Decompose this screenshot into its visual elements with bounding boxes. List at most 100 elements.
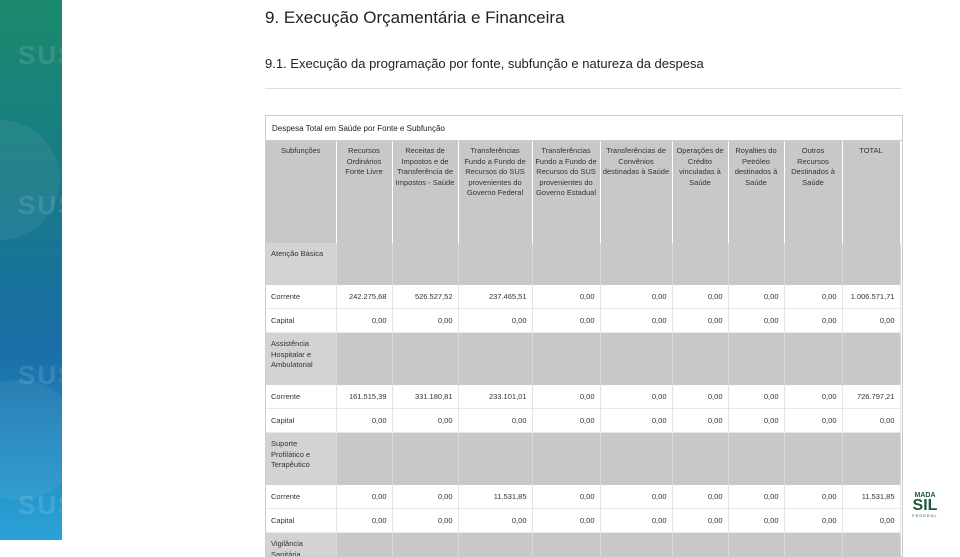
value-cell: 0,00 bbox=[532, 485, 600, 509]
value-cell: 0,00 bbox=[458, 509, 532, 533]
value-cell: 0,00 bbox=[392, 309, 458, 333]
group-cell bbox=[336, 533, 392, 557]
group-row: Suporte Profilático e Terapêutico bbox=[266, 433, 900, 486]
value-cell: 242.275,68 bbox=[336, 285, 392, 309]
group-label: Vigilância Sanitária bbox=[266, 533, 336, 557]
group-cell bbox=[784, 533, 842, 557]
table-panel: Despesa Total em Saúde por Fonte e Subfu… bbox=[265, 115, 903, 557]
group-cell bbox=[458, 333, 532, 386]
value-cell: 0,00 bbox=[336, 485, 392, 509]
group-cell bbox=[336, 243, 392, 285]
value-cell: 0,00 bbox=[532, 409, 600, 433]
value-cell: 11.531,85 bbox=[458, 485, 532, 509]
group-cell bbox=[532, 333, 600, 386]
column-header: Outros Recursos Destinados à Saúde bbox=[784, 141, 842, 243]
value-cell: 0,00 bbox=[728, 385, 784, 409]
value-cell: 0,00 bbox=[336, 409, 392, 433]
group-cell bbox=[728, 333, 784, 386]
group-label: Atenção Básica bbox=[266, 243, 336, 285]
value-cell: 0,00 bbox=[728, 509, 784, 533]
section-subtitle: 9.1. Execução da programação por fonte, … bbox=[265, 56, 704, 71]
group-cell bbox=[784, 243, 842, 285]
value-cell: 0,00 bbox=[392, 485, 458, 509]
group-cell bbox=[672, 333, 728, 386]
value-cell: 0,00 bbox=[600, 409, 672, 433]
group-cell bbox=[728, 533, 784, 557]
column-header: Recursos Ordinários Fonte Livre bbox=[336, 141, 392, 243]
value-cell: 0,00 bbox=[728, 285, 784, 309]
group-cell bbox=[458, 243, 532, 285]
value-cell: 0,00 bbox=[392, 509, 458, 533]
band-shape bbox=[0, 380, 62, 500]
value-cell: 0,00 bbox=[600, 385, 672, 409]
group-row: Assistência Hospitalar e Ambulatorial bbox=[266, 333, 900, 386]
group-cell bbox=[392, 243, 458, 285]
row-label: Capital bbox=[266, 509, 336, 533]
group-cell bbox=[458, 533, 532, 557]
value-cell: 0,00 bbox=[784, 385, 842, 409]
value-cell: 0,00 bbox=[458, 409, 532, 433]
value-cell: 161.515,39 bbox=[336, 385, 392, 409]
group-cell bbox=[458, 433, 532, 486]
value-cell: 0,00 bbox=[728, 409, 784, 433]
group-cell bbox=[728, 243, 784, 285]
group-label: Assistência Hospitalar e Ambulatorial bbox=[266, 333, 336, 386]
group-cell bbox=[336, 433, 392, 486]
value-cell: 0,00 bbox=[532, 385, 600, 409]
row-label: Corrente bbox=[266, 385, 336, 409]
group-cell bbox=[600, 433, 672, 486]
value-cell: 0,00 bbox=[458, 309, 532, 333]
group-cell bbox=[532, 533, 600, 557]
group-row: Vigilância Sanitária bbox=[266, 533, 900, 557]
group-cell bbox=[532, 243, 600, 285]
group-cell bbox=[392, 433, 458, 486]
value-cell: 0,00 bbox=[842, 309, 900, 333]
value-cell: 1.006.571,71 bbox=[842, 285, 900, 309]
left-decorative-band: SUS SUS SUS SUS bbox=[0, 0, 62, 540]
group-cell bbox=[842, 533, 900, 557]
row-label: Capital bbox=[266, 309, 336, 333]
column-header: Transferências Fundo a Fundo de Recursos… bbox=[458, 141, 532, 243]
value-cell: 0,00 bbox=[672, 509, 728, 533]
group-cell bbox=[728, 433, 784, 486]
value-cell: 233.101,01 bbox=[458, 385, 532, 409]
group-cell bbox=[842, 333, 900, 386]
value-cell: 0,00 bbox=[672, 309, 728, 333]
group-cell bbox=[532, 433, 600, 486]
value-cell: 0,00 bbox=[532, 309, 600, 333]
value-cell: 0,00 bbox=[672, 385, 728, 409]
value-cell: 0,00 bbox=[842, 409, 900, 433]
value-cell: 0,00 bbox=[784, 285, 842, 309]
row-label: Corrente bbox=[266, 285, 336, 309]
watermark-text: SUS bbox=[18, 40, 62, 71]
brand-logo: MADA SIL FEDERAL bbox=[910, 492, 940, 518]
value-cell: 0,00 bbox=[784, 485, 842, 509]
column-header: Transferências de Convênios destinadas à… bbox=[600, 141, 672, 243]
table-caption: Despesa Total em Saúde por Fonte e Subfu… bbox=[266, 116, 902, 141]
group-cell bbox=[784, 333, 842, 386]
group-cell bbox=[672, 243, 728, 285]
watermark-text: SUS bbox=[18, 490, 62, 521]
value-cell: 0,00 bbox=[532, 509, 600, 533]
value-cell: 0,00 bbox=[600, 485, 672, 509]
group-cell bbox=[784, 433, 842, 486]
value-cell: 0,00 bbox=[784, 409, 842, 433]
group-cell bbox=[842, 243, 900, 285]
value-cell: 11.531,85 bbox=[842, 485, 900, 509]
value-cell: 0,00 bbox=[672, 285, 728, 309]
group-cell bbox=[336, 333, 392, 386]
group-cell bbox=[672, 533, 728, 557]
value-cell: 726.797,21 bbox=[842, 385, 900, 409]
page-title: 9. Execução Orçamentária e Financeira bbox=[265, 8, 565, 28]
divider bbox=[265, 88, 901, 89]
group-cell bbox=[392, 333, 458, 386]
value-cell: 0,00 bbox=[728, 309, 784, 333]
value-cell: 0,00 bbox=[392, 409, 458, 433]
column-header: Royalties do Petróleo destinados à Saúde bbox=[728, 141, 784, 243]
